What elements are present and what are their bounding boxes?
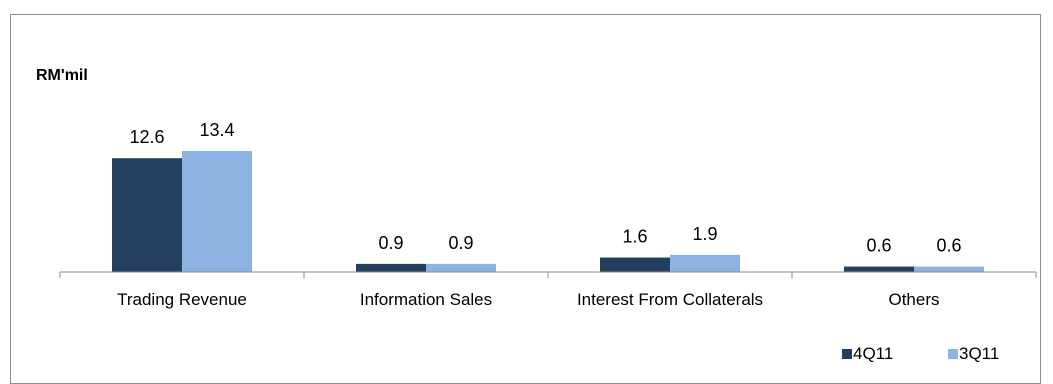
value-labels-group: 12.6 13.4 0.9 0.9 1.6 1.9 0.6 0.6 <box>129 120 961 256</box>
bar-3Q11-information-sales <box>426 263 496 272</box>
value-label: 13.4 <box>199 120 234 140</box>
bar-4Q11-others <box>844 266 914 272</box>
value-label: 0.6 <box>936 236 961 256</box>
bar-3Q11-interest-from-collaterals <box>670 254 740 272</box>
bar-3Q11-others <box>914 266 984 272</box>
category-label: Interest From Collaterals <box>577 290 763 309</box>
unit-label: RM'mil <box>36 67 88 84</box>
bars-group <box>112 151 984 272</box>
x-axis <box>59 271 1037 278</box>
bar-4Q11-information-sales <box>356 263 426 272</box>
category-label: Others <box>888 290 939 309</box>
bar-3Q11-trading-revenue <box>182 151 252 272</box>
legend-swatch-3Q11 <box>948 349 958 359</box>
value-label: 1.6 <box>622 227 647 247</box>
legend-label-4Q11: 4Q11 <box>853 344 893 363</box>
value-label: 0.9 <box>448 233 473 253</box>
legend-label-3Q11: 3Q11 <box>959 344 999 363</box>
bar-4Q11-interest-from-collaterals <box>600 257 670 272</box>
legend-swatch-4Q11 <box>842 349 852 359</box>
category-labels-group: Trading Revenue Information Sales Interest… <box>117 290 939 309</box>
category-label: Trading Revenue <box>117 290 247 309</box>
revenue-bar-chart: RM'mil 12.6 13.4 0.9 0.9 1.6 1.9 0.6 0.6 Tradin… <box>36 67 1037 363</box>
value-label: 1.9 <box>692 224 717 244</box>
value-label: 0.6 <box>866 236 891 256</box>
category-label: Information Sales <box>360 290 492 309</box>
bar-4Q11-trading-revenue <box>112 158 182 272</box>
legend: 4Q11 3Q11 <box>842 344 999 363</box>
value-label: 0.9 <box>378 233 403 253</box>
value-label: 12.6 <box>129 127 164 147</box>
